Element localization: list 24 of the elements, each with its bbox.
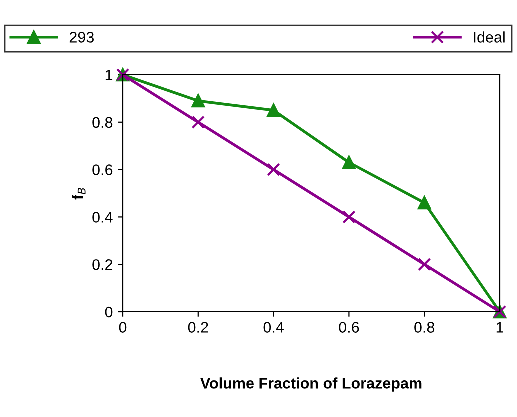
y-tick-label: 0.4 xyxy=(92,212,113,223)
x-tick-label: 0.4 xyxy=(264,322,284,333)
point xyxy=(267,104,280,118)
point xyxy=(342,210,356,224)
x-tick-label: 0.6 xyxy=(339,322,360,333)
point xyxy=(342,156,356,170)
point xyxy=(267,163,280,176)
y-tick-label: 0 xyxy=(105,306,113,318)
x-tick-label: 0 xyxy=(119,322,127,333)
x-axis-title: Volume Fraction of Lorazepam xyxy=(200,378,422,392)
y-tick-label: 0.6 xyxy=(92,164,113,176)
point xyxy=(192,116,205,129)
x-tick-label: 0.2 xyxy=(188,322,208,333)
legend-label: Ideal xyxy=(474,32,505,43)
x-tick-label: 0.8 xyxy=(414,322,435,333)
point xyxy=(418,258,432,272)
y-axis-title: f$_{B}$ xyxy=(72,188,86,200)
point xyxy=(418,196,432,210)
y-tick-label: 0.2 xyxy=(92,259,113,270)
y-tick-label: 0.8 xyxy=(92,117,113,128)
x-tick-label: 1 xyxy=(496,322,504,333)
legend-label: 293 xyxy=(70,32,94,43)
point xyxy=(192,94,205,108)
y-tick-label: 1 xyxy=(106,70,113,81)
